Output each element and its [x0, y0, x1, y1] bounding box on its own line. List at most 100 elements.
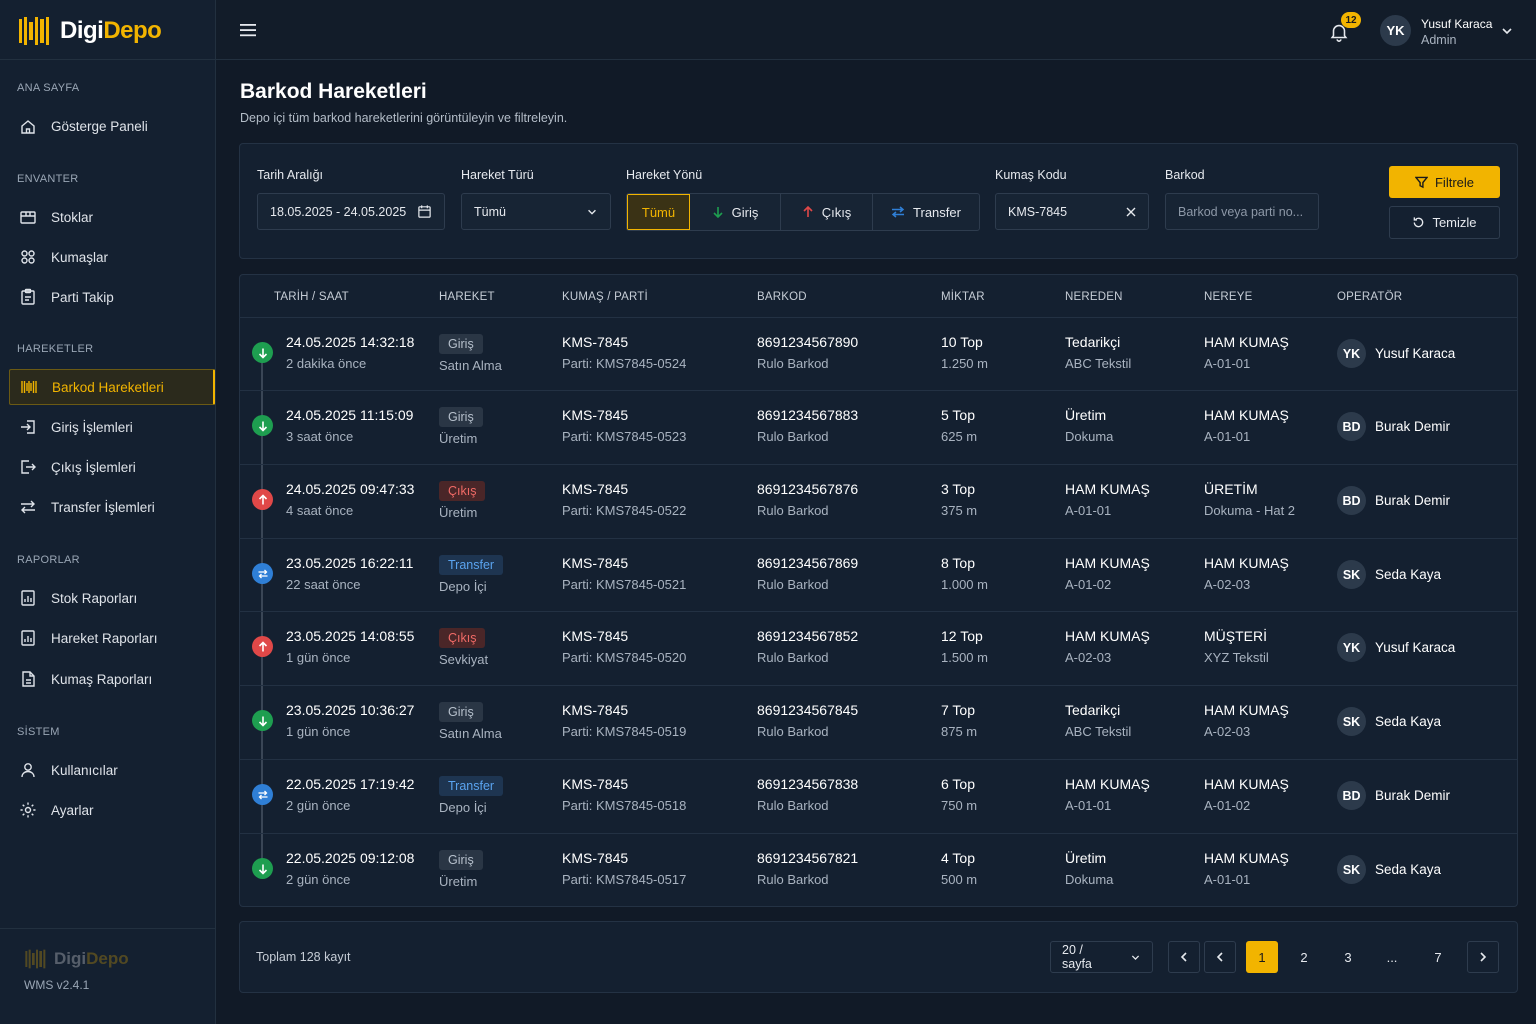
table-cell: 8691234567876 Rulo Barkod [757, 481, 858, 518]
fabric-code-input[interactable]: KMS-7845 [995, 193, 1149, 230]
sidebar-item-label: Parti Takip [51, 289, 114, 305]
page-button-3[interactable]: 3 [1344, 949, 1352, 965]
row-relative-time: 2 dakika önce [286, 356, 367, 371]
column-header[interactable]: TARİH / SAAT [274, 291, 349, 303]
direction-option-all[interactable]: Tümü [627, 194, 690, 230]
column-header[interactable]: HAREKET [439, 291, 495, 303]
target-detail: A-01-01 [1204, 872, 1251, 887]
movement-subtype: Sevkiyat [439, 652, 489, 667]
hamburger-menu-icon[interactable] [238, 20, 258, 40]
sidebar-item-stoklar[interactable]: Stoklar [9, 199, 215, 235]
sidebar-item-hareket-raporlar-[interactable]: Hareket Raporları [9, 620, 215, 656]
table-cell: 3 Top 375 m [941, 481, 977, 518]
movement-subtype: Depo İçi [439, 579, 487, 594]
timeline-dot [252, 858, 273, 879]
notification-bell-icon[interactable] [1328, 21, 1350, 43]
clear-x-icon[interactable] [1126, 207, 1136, 217]
page-button-2[interactable]: 2 [1300, 949, 1308, 965]
table-row[interactable] [239, 464, 1517, 538]
page-button-1[interactable]: 1 [1246, 941, 1278, 973]
fabric-code: KMS-7845 [562, 702, 629, 718]
table-row[interactable] [239, 390, 1517, 464]
direction-option-out[interactable]: Çıkış [781, 194, 873, 230]
movement-subtype: Satın Alma [439, 358, 502, 373]
arrow-down-icon [258, 421, 267, 432]
sidebar-item-g-sterge-paneli[interactable]: Gösterge Paneli [9, 108, 215, 144]
clear-button[interactable]: Temizle [1389, 206, 1500, 239]
logo[interactable]: DigiDepo [18, 16, 162, 46]
column-header[interactable]: KUMAŞ / PARTİ [562, 291, 648, 303]
movement-type-select[interactable]: Tümü [461, 193, 611, 230]
calendar-icon[interactable] [417, 204, 432, 219]
sidebar-item-kullan-c-lar[interactable]: Kullanıcılar [9, 752, 215, 788]
operator-name: Seda Kaya [1375, 862, 1442, 877]
sidebar-item-stok-raporlar-[interactable]: Stok Raporları [9, 580, 215, 616]
transfer-icon [258, 569, 267, 578]
table-cell: 8691234567852 Rulo Barkod [757, 628, 858, 665]
table-cell: KMS-7845 Parti: KMS7845-0521 [562, 555, 686, 592]
barcode-input[interactable]: Barkod veya parti no... [1165, 193, 1319, 230]
sidebar-item--k-i-lemleri[interactable]: Çıkış İşlemleri [9, 449, 215, 485]
sidebar-item-ayarlar[interactable]: Ayarlar [9, 792, 215, 828]
source-location: HAM KUMAŞ [1065, 555, 1150, 571]
next-page-button[interactable] [1467, 941, 1499, 973]
row-datetime: 24.05.2025 11:15:09 [286, 407, 414, 423]
date-range-input[interactable]: 18.05.2025 - 24.05.2025 [257, 193, 445, 230]
page-button-7[interactable]: 7 [1434, 949, 1442, 965]
direction-option-transfer[interactable]: Transfer [873, 194, 979, 230]
operator-name: Burak Demir [1375, 788, 1451, 803]
user-avatar[interactable]: YK [1380, 15, 1411, 46]
movement-subtype: Depo İçi [439, 800, 487, 815]
column-header[interactable]: MİKTAR [941, 291, 985, 303]
sidebar-item-parti-takip[interactable]: Parti Takip [9, 279, 215, 315]
target-location: HAM KUMAŞ [1204, 850, 1289, 866]
sidebar-item-label: Stoklar [51, 209, 94, 225]
column-header[interactable]: NEREYE [1204, 291, 1253, 303]
target-detail: A-01-01 [1204, 356, 1251, 371]
chevron-down-icon[interactable] [1500, 24, 1514, 38]
filter-button[interactable]: Filtrele [1389, 166, 1500, 198]
lot-number: Parti: KMS7845-0522 [562, 503, 687, 518]
barcode-label: Barkod [1165, 168, 1205, 182]
sidebar-item-giri-i-lemleri[interactable]: Giriş İşlemleri [9, 409, 215, 445]
table-row[interactable] [239, 611, 1517, 685]
sidebar-item-barkod-hareketleri[interactable]: Barkod Hareketleri [9, 369, 215, 405]
barcode-value: 8691234567845 [757, 702, 859, 718]
direction-option-in[interactable]: Giriş [690, 194, 781, 230]
row-datetime: 24.05.2025 14:32:18 [286, 334, 415, 350]
table-cell: HAM KUMAŞ A-01-01 [1204, 334, 1289, 371]
table-row[interactable] [239, 685, 1517, 759]
arrow-down-icon [258, 864, 267, 875]
source-detail: A-01-01 [1065, 503, 1112, 518]
table-row[interactable] [239, 538, 1517, 611]
sidebar-item-kuma-raporlar-[interactable]: Kumaş Raporları [9, 661, 215, 697]
page-size-select[interactable]: 20 / sayfa [1050, 941, 1153, 973]
prev-page-button[interactable] [1204, 941, 1236, 973]
quantity: 5 Top [941, 407, 975, 423]
sidebar-item-kuma-lar[interactable]: Kumaşlar [9, 239, 215, 275]
user-name[interactable]: Yusuf Karaca [1421, 17, 1493, 31]
table-row[interactable] [239, 833, 1517, 907]
column-header[interactable]: BARKOD [757, 291, 807, 303]
barcode-value: 8691234567821 [757, 850, 859, 866]
table-cell: Transfer Depo İçi [439, 776, 504, 815]
gear-icon [20, 802, 36, 818]
row-relative-time: 1 gün önce [286, 724, 351, 739]
arrow-down-icon [258, 348, 267, 359]
table-cell: Giriş Üretim [439, 407, 483, 446]
target-detail: Dokuma - Hat 2 [1204, 503, 1296, 518]
table-cell: Giriş Satın Alma [439, 334, 502, 373]
sidebar-section-title: RAPORLAR [17, 554, 80, 566]
first-page-button[interactable] [1168, 941, 1200, 973]
target-detail: A-01-01 [1204, 429, 1251, 444]
column-header[interactable]: NEREDEN [1065, 291, 1123, 303]
sidebar-item-transfer-i-lemleri[interactable]: Transfer İşlemleri [9, 489, 215, 525]
table-row[interactable] [239, 759, 1517, 833]
column-header[interactable]: OPERATÖR [1337, 291, 1403, 303]
source-detail: A-02-03 [1065, 650, 1112, 665]
transfer-icon [21, 500, 35, 514]
table-cell: 8 Top 1.000 m [941, 555, 988, 592]
table-cell: HAM KUMAŞ A-01-02 [1065, 555, 1150, 592]
row-relative-time: 4 saat önce [286, 503, 354, 518]
table-row[interactable] [239, 317, 1517, 390]
